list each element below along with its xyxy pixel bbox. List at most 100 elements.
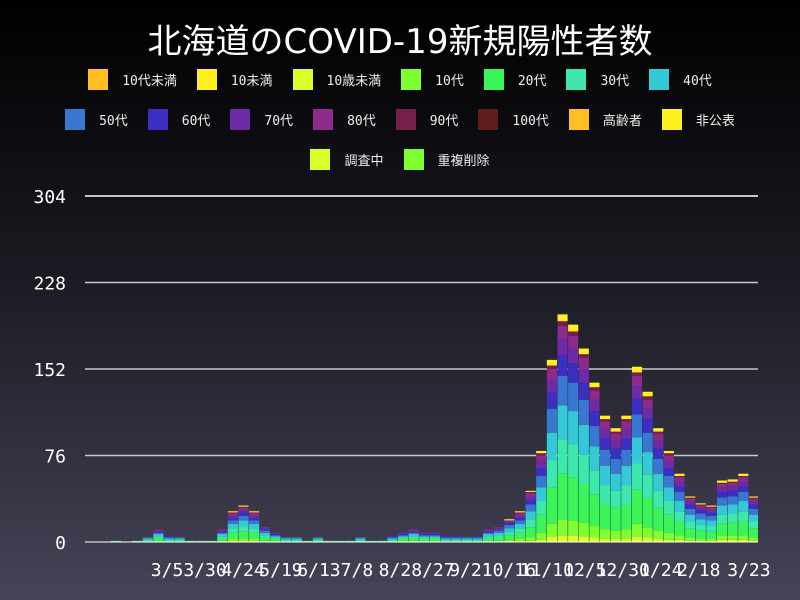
bar-segment bbox=[621, 465, 632, 486]
bar-segment bbox=[536, 455, 547, 462]
bar-segment bbox=[674, 475, 685, 478]
y-tick-label: 0 bbox=[55, 533, 66, 554]
bar-segment bbox=[706, 510, 717, 513]
bar-segment bbox=[408, 529, 419, 531]
bar-segment bbox=[663, 475, 674, 488]
bar-segment bbox=[291, 540, 302, 542]
bar-segment bbox=[238, 515, 249, 521]
bar-segment bbox=[376, 540, 387, 542]
y-tick-label: 152 bbox=[33, 360, 66, 381]
bar-segment bbox=[706, 540, 717, 542]
bar-segment bbox=[738, 481, 749, 487]
bar-segment bbox=[631, 372, 643, 376]
bar-segment bbox=[600, 529, 611, 539]
legend-row: 10代未満 10未満 10歳未満 10代 20代 30代 40代 bbox=[0, 69, 800, 90]
bar-segment bbox=[621, 415, 632, 420]
bar-segment bbox=[536, 501, 547, 515]
bar-segment bbox=[387, 540, 398, 542]
bar-segment bbox=[280, 537, 292, 539]
legend-item: 30代 bbox=[566, 69, 629, 90]
bar-segment bbox=[631, 463, 643, 490]
bar-segment bbox=[631, 366, 643, 373]
bar-segment bbox=[142, 538, 153, 540]
bar-segment bbox=[600, 449, 611, 466]
x-tick-label: 1/24 bbox=[639, 560, 682, 581]
legend-item: 重複削除 bbox=[403, 149, 490, 170]
bar-segment bbox=[451, 538, 462, 540]
bar-segment bbox=[546, 523, 557, 537]
bar-segment bbox=[578, 357, 589, 369]
bar-segment bbox=[514, 538, 526, 541]
bar-segment bbox=[663, 468, 674, 476]
bar-segment bbox=[408, 540, 419, 542]
legend-label: 60代 bbox=[181, 114, 211, 129]
legend-item: 100代 bbox=[478, 109, 549, 130]
bar-segment bbox=[716, 523, 728, 536]
bar-segment bbox=[642, 474, 653, 498]
bar-segment bbox=[217, 531, 228, 533]
bar-segment bbox=[557, 314, 568, 322]
bar-segment bbox=[706, 538, 717, 541]
bar-segment bbox=[504, 521, 515, 523]
bar-segment bbox=[461, 539, 472, 541]
bar-segment bbox=[238, 540, 249, 542]
bar-segment bbox=[568, 363, 579, 383]
bar-segment bbox=[270, 537, 281, 539]
bar-segment bbox=[748, 528, 758, 538]
bar-segment bbox=[163, 538, 175, 540]
bar-segment bbox=[600, 465, 611, 486]
bar-segment bbox=[429, 535, 440, 537]
bar-segment bbox=[429, 537, 440, 539]
bar-segment bbox=[153, 536, 164, 539]
bar-segment bbox=[249, 528, 260, 533]
legend-item: 90代 bbox=[395, 109, 458, 130]
legend-row: 50代 60代 70代 80代 90代 100代 高齢者 非公表 bbox=[0, 109, 800, 130]
legend-label: 高齢者 bbox=[602, 114, 642, 129]
bar-segment bbox=[685, 498, 696, 502]
bar-segment bbox=[249, 511, 260, 513]
bar-segment bbox=[578, 424, 589, 455]
bar-segment bbox=[153, 540, 164, 542]
bar-segment bbox=[589, 526, 600, 538]
bar-segment bbox=[174, 538, 185, 540]
bar-segment bbox=[514, 513, 526, 516]
bar-segment bbox=[291, 537, 302, 539]
x-tick-label: 7/8 bbox=[341, 560, 374, 581]
bar-segment bbox=[642, 537, 653, 542]
bar-segment bbox=[685, 514, 696, 522]
bar-segment bbox=[578, 522, 589, 537]
bar-segment bbox=[748, 508, 758, 515]
y-tick-label: 228 bbox=[33, 274, 66, 295]
bar-segment bbox=[663, 450, 674, 454]
bar-segment bbox=[185, 540, 196, 542]
bar-segment bbox=[716, 483, 728, 488]
legend-swatch bbox=[65, 109, 86, 130]
bar-segment bbox=[557, 473, 568, 520]
bar-segment bbox=[249, 515, 260, 519]
bar-segment bbox=[716, 482, 728, 484]
legend-item: 高齢者 bbox=[568, 109, 642, 130]
bar-segment bbox=[227, 540, 238, 542]
bar-segment bbox=[514, 540, 526, 542]
bar-segment bbox=[355, 539, 366, 541]
bar-segment bbox=[738, 539, 749, 542]
bar-segment bbox=[280, 540, 292, 542]
legend-swatch bbox=[403, 149, 424, 170]
bar-segment bbox=[227, 513, 238, 516]
bar-segment bbox=[695, 513, 706, 520]
bar-segment bbox=[653, 507, 664, 531]
bar-segment bbox=[546, 408, 557, 433]
bar-segment bbox=[429, 536, 440, 538]
bar-segment bbox=[589, 399, 600, 412]
bar-segment bbox=[557, 439, 568, 474]
bar-segment bbox=[504, 528, 515, 532]
bar-segment bbox=[685, 501, 696, 505]
bar-segment bbox=[514, 532, 526, 539]
bar-segment bbox=[600, 421, 611, 430]
bar-segment bbox=[546, 432, 557, 461]
x-tick-label: 3/30 bbox=[183, 560, 226, 581]
bar-segment bbox=[727, 481, 738, 483]
bar-segment bbox=[514, 520, 526, 524]
legend-swatch bbox=[566, 69, 587, 90]
bar-segment bbox=[195, 540, 207, 542]
